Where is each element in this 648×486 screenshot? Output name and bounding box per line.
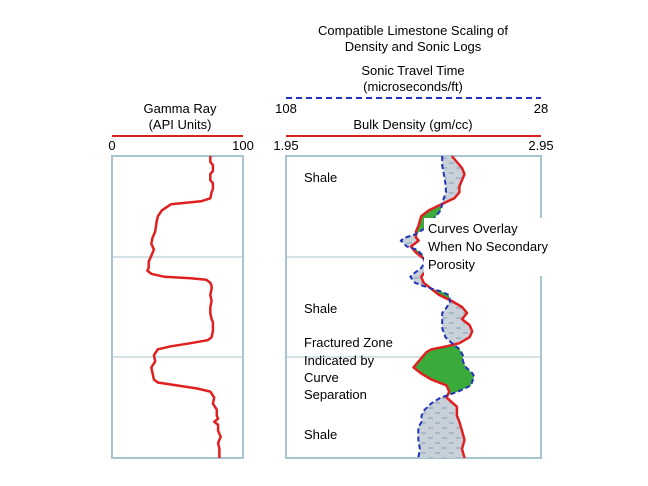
density-sonic-separation-fill-5 — [418, 395, 465, 458]
gamma-scale-max: 100 — [232, 138, 254, 153]
annotation-fractured-line-3: Curve — [304, 370, 339, 385]
sonic-travel-time-curve — [399, 156, 476, 459]
annotation-fractured-line-2: Indicated by — [304, 353, 375, 368]
density-scale-right: 2.95 — [528, 138, 553, 153]
density-sonic-track — [285, 155, 542, 459]
sonic-scale-right: 28 — [534, 101, 548, 116]
annotation-shale-mid: Shale — [304, 301, 337, 316]
annotation-overlay-line-3: Porosity — [428, 257, 475, 272]
gamma-header-units: (API Units) — [149, 117, 212, 132]
sonic-header-units: (microseconds/ft) — [363, 79, 463, 94]
annotation-fractured-line-4: Separation — [304, 387, 367, 402]
gamma-scale-min: 0 — [108, 138, 115, 153]
chart-title-line-1: Compatible Limestone Scaling of — [318, 23, 508, 38]
density-header: Bulk Density (gm/cc) — [353, 117, 472, 132]
annotation-shale-bottom: Shale — [304, 427, 337, 442]
sonic-header-title: Sonic Travel Time — [361, 63, 464, 78]
fracture-zone-fill-4 — [413, 344, 475, 395]
annotation-overlay-line-1: Curves Overlay — [428, 221, 518, 236]
chart-title-line-2: Density and Sonic Logs — [345, 39, 482, 54]
annotation-overlay-line-2: When No Secondary — [428, 239, 548, 254]
annotation-fractured-line-1: Fractured Zone — [304, 335, 393, 350]
gamma-track — [111, 155, 244, 459]
sonic-scale-left: 108 — [275, 101, 297, 116]
gamma-header-title: Gamma Ray — [144, 101, 217, 116]
density-scale-left: 1.95 — [273, 138, 298, 153]
bulk-density-curve — [409, 155, 474, 459]
annotation-overlay-backdrop — [424, 218, 556, 276]
gamma-ray-curve — [146, 156, 222, 458]
annotation-shale-top: Shale — [304, 170, 337, 185]
